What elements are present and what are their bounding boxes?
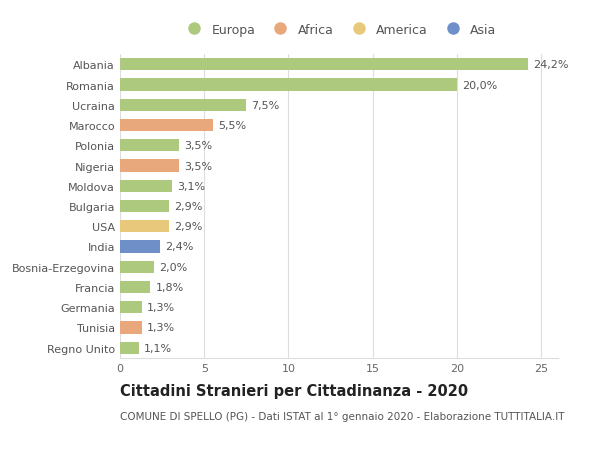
Text: 2,9%: 2,9% [174,202,202,212]
Text: 1,3%: 1,3% [147,302,175,313]
Bar [120,201,169,213]
Text: 1,8%: 1,8% [155,282,184,292]
Text: 3,5%: 3,5% [184,141,212,151]
Bar [120,221,169,233]
Bar [120,261,154,273]
Text: 20,0%: 20,0% [462,80,497,90]
Bar [120,120,212,132]
Bar [120,241,160,253]
Text: 2,4%: 2,4% [166,242,194,252]
Text: 1,3%: 1,3% [147,323,175,333]
Legend: Europa, Africa, America, Asia: Europa, Africa, America, Asia [181,24,497,37]
Text: 2,9%: 2,9% [174,222,202,232]
Text: 24,2%: 24,2% [533,60,568,70]
Bar [120,160,179,172]
Bar [120,180,172,192]
Bar [120,322,142,334]
Bar [120,302,142,313]
Bar [120,79,457,91]
Bar [120,342,139,354]
Text: 2,0%: 2,0% [159,262,187,272]
Bar [120,140,179,152]
Text: 1,1%: 1,1% [143,343,172,353]
Text: 3,5%: 3,5% [184,161,212,171]
Bar [120,281,151,293]
Bar [120,59,527,71]
Text: 7,5%: 7,5% [251,101,280,111]
Text: 5,5%: 5,5% [218,121,246,131]
Text: 3,1%: 3,1% [177,181,205,191]
Text: Cittadini Stranieri per Cittadinanza - 2020: Cittadini Stranieri per Cittadinanza - 2… [120,383,468,398]
Text: COMUNE DI SPELLO (PG) - Dati ISTAT al 1° gennaio 2020 - Elaborazione TUTTITALIA.: COMUNE DI SPELLO (PG) - Dati ISTAT al 1°… [120,411,565,421]
Bar [120,100,247,112]
